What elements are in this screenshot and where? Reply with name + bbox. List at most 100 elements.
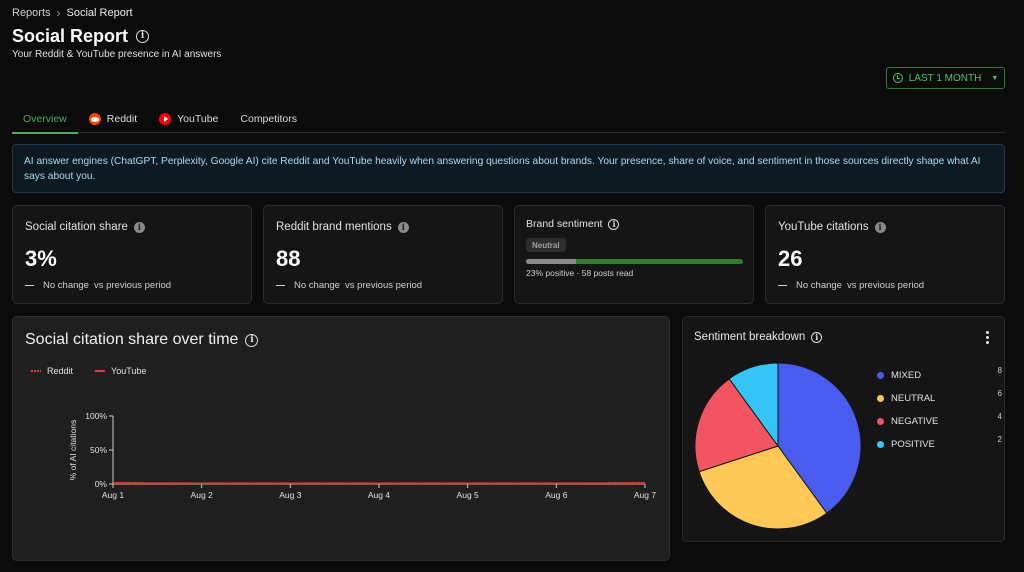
kpi-change: No change vs previous period (778, 280, 924, 291)
y-axis-label: % of AI citations (68, 420, 78, 480)
info-banner: AI answer engines (ChatGPT, Perplexity, … (12, 144, 1005, 193)
kpi-title: YouTube citations (778, 221, 869, 233)
tab-label: YouTube (177, 112, 219, 125)
more-vertical-icon[interactable] (985, 331, 989, 344)
kpi-value: 3% (25, 246, 57, 271)
breadcrumb-current: Social Report (66, 7, 133, 19)
pie-slice-negative[interactable] (694, 378, 779, 473)
date-range-button[interactable]: LAST 1 MONTH ▼ (886, 67, 1005, 89)
info-icon[interactable]: i (874, 221, 886, 233)
x-tick-label: Aug 5 (457, 490, 479, 500)
tab-overview[interactable]: Overview (12, 104, 78, 134)
y-tick-label: 0% (95, 479, 108, 489)
legend-label: POSITIVE (891, 439, 935, 450)
legend-label: NEUTRAL (891, 393, 936, 404)
tab-label: Reddit (106, 112, 138, 125)
pie-title-wrap: Sentiment breakdown i (694, 331, 823, 343)
legend-count: 6 (997, 389, 1002, 398)
kpi-period-label: vs previous period (93, 280, 172, 291)
pie-legend-item-mixed[interactable]: MIXED 8 (877, 364, 1002, 387)
sentiment-progress-bar (526, 259, 743, 264)
chart-title: Social citation share over time (25, 331, 239, 348)
citation-share-chart: 100% 50% 0% % of AI citations Aug 1 Aug 2 Aug … (68, 411, 656, 500)
kpi-change-label: No change (43, 280, 89, 291)
kpi-card-youtube-citations: YouTube citations i 26 No change vs prev… (765, 205, 1005, 304)
legend-label: Reddit (47, 366, 74, 376)
tab-label: Competitors (240, 112, 297, 125)
chart-legend: Reddit YouTube (31, 366, 146, 376)
kpi-title: Brand sentiment (526, 218, 603, 230)
legend-count: 8 (997, 366, 1002, 375)
kpi-title: Reddit brand mentions (276, 221, 392, 233)
legend-dot (877, 372, 884, 379)
legend-dot (877, 395, 884, 402)
tab-label: Overview (23, 112, 67, 125)
date-range-label: LAST 1 MONTH (908, 72, 982, 84)
kpi-title-wrap: YouTube citations i (778, 221, 886, 233)
legend-item-reddit[interactable]: Reddit (31, 366, 73, 376)
y-tick-label: 50% (90, 445, 107, 455)
dash-icon (778, 284, 787, 287)
page-title: Social Report (12, 26, 129, 46)
info-banner-text: AI answer engines (ChatGPT, Perplexity, … (24, 156, 981, 182)
pie-slice-mixed[interactable] (777, 362, 862, 514)
pie-legend-item-neutral[interactable]: NEUTRAL 6 (877, 387, 1002, 410)
caret-down-icon: ▼ (991, 74, 999, 82)
kpi-card-reddit-mentions: Reddit brand mentions i 88 No change vs … (263, 205, 503, 304)
pie-legend-item-negative[interactable]: NEGATIVE 4 (877, 410, 1002, 433)
kpi-card-citation-share: Social citation share i 3% No change vs … (12, 205, 252, 304)
clock-icon (892, 73, 903, 83)
info-icon[interactable]: i (133, 221, 145, 233)
info-icon[interactable]: i (811, 331, 823, 343)
info-icon[interactable]: i (608, 218, 620, 230)
reddit-icon (88, 112, 101, 125)
x-tick-label: Aug 6 (545, 490, 567, 500)
pie-title: Sentiment breakdown (694, 331, 806, 343)
legend-count: 4 (997, 412, 1002, 421)
legend-dot (877, 441, 884, 448)
tab-youtube[interactable]: YouTube (148, 104, 229, 133)
youtube-icon (159, 112, 172, 125)
legend-label: YouTube (111, 366, 147, 376)
info-icon[interactable]: i (245, 333, 259, 347)
pie-legend: MIXED 8 NEUTRAL 6 NEGATIVE 4 POSITIVE 2 (877, 364, 1002, 456)
pie-legend-item-positive[interactable]: POSITIVE 2 (877, 433, 1002, 456)
citation-share-chart-card: 100% 50% 0% % of AI citations Aug 1 Aug 2 Aug … (12, 316, 670, 561)
kpi-period-label: vs previous period (344, 280, 423, 291)
sentiment-progress-fill (526, 259, 576, 264)
kpi-value: 88 (276, 246, 301, 271)
tab-competitors[interactable]: Competitors (229, 104, 308, 133)
tab-reddit[interactable]: Reddit (78, 104, 148, 133)
page-subtitle: Your Reddit & YouTube presence in AI ans… (12, 49, 222, 60)
kpi-title-wrap: Social citation share i (25, 221, 145, 233)
legend-count: 2 (997, 435, 1002, 444)
y-tick-label: 100% (85, 411, 107, 421)
x-tick-label: Aug 2 (191, 490, 213, 500)
kpi-change-label: No change (294, 280, 340, 291)
breadcrumb: Reports › Social Report (12, 6, 133, 20)
info-icon[interactable]: i (136, 30, 150, 43)
sentiment-breakdown-card: Sentiment breakdown i MIXED 8 NEUTRAL 6 … (682, 316, 1005, 542)
kpi-title-wrap: Brand sentiment i (526, 218, 620, 230)
legend-item-youtube[interactable]: YouTube (95, 366, 146, 376)
kpi-title: Social citation share (25, 221, 128, 233)
kpi-value: 26 (778, 246, 803, 271)
kpi-change: No change vs previous period (276, 280, 422, 291)
sentiment-pie-chart (694, 362, 862, 530)
info-icon[interactable]: i (397, 221, 409, 233)
x-tick-label: Aug 4 (368, 490, 390, 500)
legend-swatch (31, 370, 41, 372)
x-tick-label: Aug 3 (279, 490, 301, 500)
dash-icon (25, 284, 34, 287)
kpi-title-wrap: Reddit brand mentions i (276, 221, 409, 233)
kpi-change-label: No change (796, 280, 842, 291)
sentiment-badge: Neutral (526, 238, 566, 252)
legend-dot (877, 418, 884, 425)
kpi-period-label: vs previous period (846, 280, 925, 291)
breadcrumb-reports-link[interactable]: Reports (12, 7, 51, 19)
x-tick-label: Aug 7 (634, 490, 656, 500)
legend-label: MIXED (891, 370, 922, 381)
chevron-right-icon: › (56, 6, 61, 20)
pie-slice-positive[interactable] (728, 362, 779, 448)
pie-slice-neutral[interactable] (698, 445, 828, 530)
